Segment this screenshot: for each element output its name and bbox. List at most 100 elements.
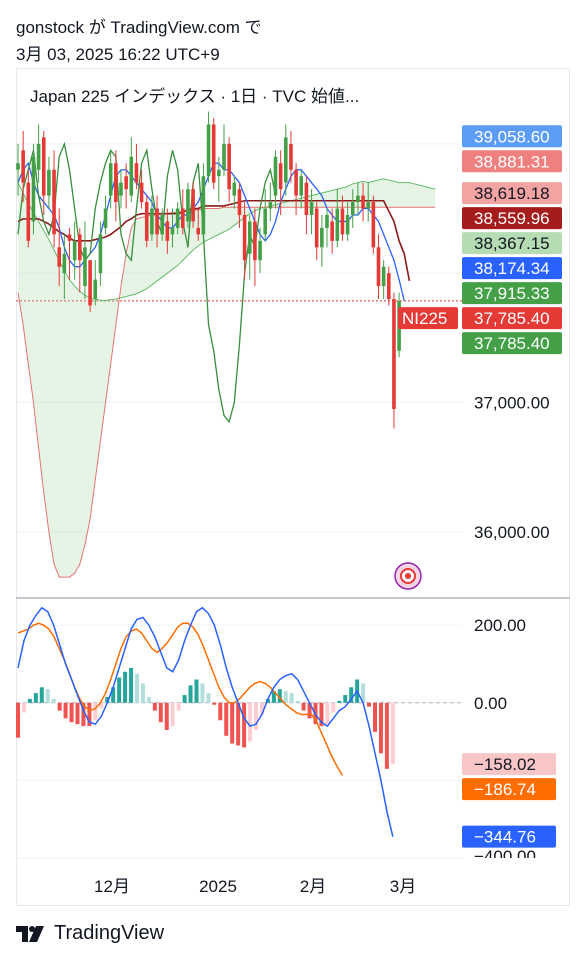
candle — [392, 292, 396, 429]
histogram-bar — [349, 687, 354, 703]
histogram-bar — [146, 696, 151, 703]
histogram-bar — [111, 687, 116, 703]
candle — [83, 221, 87, 300]
candle — [139, 169, 144, 209]
histogram-bar — [21, 702, 26, 713]
histogram-bar — [212, 702, 217, 705]
candle — [258, 227, 262, 274]
candle — [155, 195, 159, 248]
svg-text:37,785.40: 37,785.40 — [474, 309, 550, 328]
svg-text:−344.76: −344.76 — [474, 828, 536, 847]
tradingview-logo-icon — [16, 925, 44, 942]
macd-value-label[interactable]: −158.02 — [462, 753, 556, 776]
candle — [196, 208, 201, 241]
histogram-bar — [206, 693, 211, 703]
candle — [62, 234, 67, 300]
histogram-bar — [283, 691, 288, 703]
candle — [186, 182, 190, 228]
candle — [41, 130, 46, 215]
histogram-bar — [254, 702, 258, 730]
svg-text:38,174.34: 38,174.34 — [474, 259, 550, 278]
histogram-bar — [295, 700, 300, 703]
macd-value-label[interactable]: −344.76 — [462, 825, 556, 848]
candle — [371, 195, 376, 254]
svg-text:−158.02: −158.02 — [474, 755, 536, 774]
histogram-bar — [105, 696, 110, 703]
timestamp: 3月 03, 2025 16:22 UTC+9 — [16, 45, 220, 64]
candle — [191, 182, 195, 228]
price-label[interactable]: 37,785.40 — [462, 307, 562, 330]
candle — [72, 221, 77, 280]
time-tick-label: 2月 — [300, 877, 326, 896]
candle — [381, 260, 386, 300]
histogram-bar — [69, 702, 74, 723]
histogram-bar — [325, 702, 330, 725]
tenkan-line — [17, 161, 405, 302]
candle — [350, 189, 355, 228]
candle — [211, 118, 216, 190]
symbol-title[interactable]: Japan 225 インデックス · 1日 · TVC 始値... — [30, 87, 360, 106]
candle — [181, 189, 185, 235]
histogram-bar — [152, 702, 157, 711]
histogram-bar — [27, 698, 32, 703]
svg-text:38,559.96: 38,559.96 — [474, 209, 550, 228]
candle — [170, 208, 175, 248]
alert-marker-icon[interactable] — [394, 562, 422, 590]
histogram-bar — [117, 677, 122, 703]
candle — [361, 182, 365, 222]
price-label[interactable]: 37,785.40 — [462, 332, 562, 355]
candle — [320, 214, 324, 267]
macd-value-label[interactable]: −186.74 — [462, 778, 556, 801]
histogram-bar — [248, 702, 253, 742]
price-label[interactable]: 38,559.96 — [462, 207, 562, 230]
histogram-bar — [63, 702, 68, 719]
candle — [47, 156, 51, 209]
candle — [247, 214, 252, 280]
candle — [242, 202, 247, 280]
svg-text:NI225: NI225 — [402, 309, 447, 328]
candle — [299, 169, 304, 209]
candle — [289, 130, 293, 183]
price-label[interactable]: 38,174.34 — [462, 257, 562, 280]
histogram-bar — [170, 702, 175, 727]
candle — [134, 143, 139, 190]
price-label[interactable]: 38,881.31 — [462, 150, 562, 173]
symbol-tag[interactable]: NI225 — [398, 307, 458, 330]
histogram-bar — [87, 702, 92, 727]
candle — [314, 202, 319, 261]
macd-line — [17, 606, 394, 837]
histogram-bar — [271, 691, 276, 703]
histogram-bar — [188, 685, 193, 703]
histogram-bar — [129, 667, 134, 703]
histogram-bar — [158, 702, 163, 723]
histogram-bar — [337, 700, 342, 703]
candle — [165, 208, 170, 254]
macd-tick-label: 200.00 — [474, 616, 526, 635]
footer: TradingView — [16, 922, 164, 945]
candle — [78, 227, 82, 293]
price-label[interactable]: 37,915.33 — [462, 282, 562, 305]
svg-text:38,619.18: 38,619.18 — [474, 184, 550, 203]
price-label[interactable]: 39,058.60 — [462, 125, 562, 148]
histogram-bar — [81, 702, 86, 727]
histogram-bar — [16, 702, 20, 738]
candle — [263, 189, 267, 241]
histogram-bar — [319, 702, 324, 727]
candle — [217, 156, 221, 203]
histogram-bar — [123, 671, 128, 703]
histogram-bar — [33, 693, 38, 703]
kijun-line — [17, 199, 411, 282]
candle — [376, 234, 381, 300]
histogram-bar — [218, 702, 223, 721]
candle — [52, 150, 56, 248]
candle — [206, 111, 211, 183]
author-line: gonstock が TradingView.com で — [16, 18, 262, 37]
candle — [387, 266, 391, 306]
price-label[interactable]: 38,367.15 — [462, 232, 562, 255]
price-label[interactable]: 38,619.18 — [462, 182, 562, 205]
histogram-bar — [99, 702, 104, 709]
candle — [222, 124, 226, 177]
histogram-bar — [194, 679, 199, 703]
histogram-bar — [39, 687, 44, 703]
